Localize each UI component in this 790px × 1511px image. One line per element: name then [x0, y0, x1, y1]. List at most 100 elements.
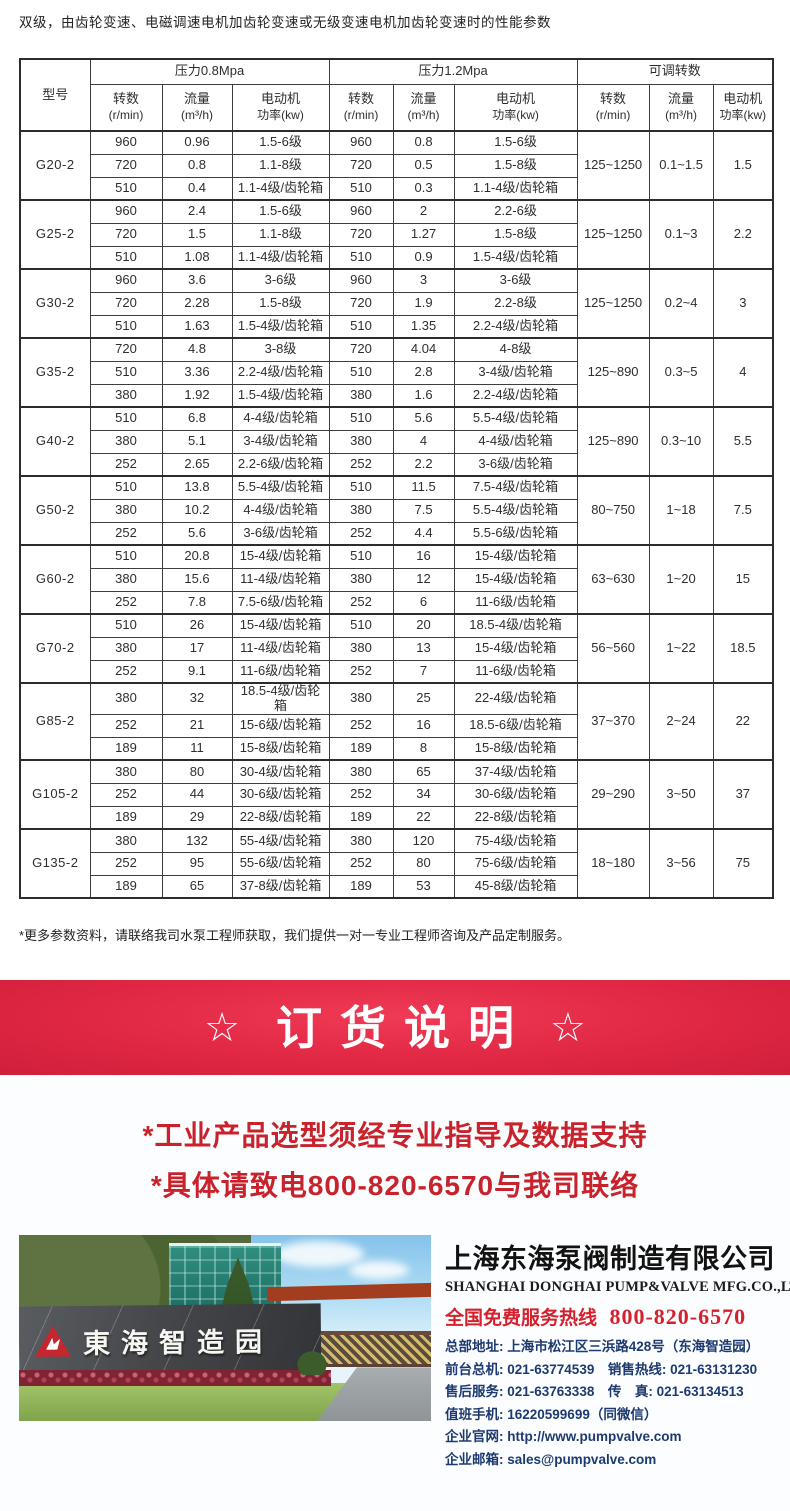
table-cell: 380 — [89, 828, 163, 853]
table-cell: G85-2 — [19, 681, 91, 761]
table-cell: 510 — [89, 613, 163, 638]
col-header-flow: 流量 (m³/h) — [161, 83, 233, 132]
table-cell: 5.5-6级/齿轮箱 — [453, 521, 578, 546]
notice-line: *工业产品选型须经专业指导及数据支持 — [142, 1120, 648, 1152]
table-cell: 7.5-6级/齿轮箱 — [231, 590, 330, 615]
col-header-speed: 转数 (r/min) — [576, 83, 650, 132]
table-cell: 960 — [89, 130, 163, 155]
table-cell: 75 — [712, 828, 774, 899]
table-row: G85-2 380 32 18.5-4级/齿轮箱 380 25 22-4级/齿轮箱 37~37… — [19, 681, 774, 761]
table-cell: 80 — [392, 851, 455, 876]
table-cell: 10.2 — [161, 498, 233, 523]
table-cell: 252 — [328, 590, 394, 615]
table-cell: 4-4级/齿轮箱 — [231, 498, 330, 523]
table-cell: 7.5 — [712, 475, 774, 546]
table-cell: 720 — [89, 291, 163, 316]
table-cell: 37 — [712, 759, 774, 830]
table-cell: 125~1250 — [576, 130, 650, 201]
table-cell: 125~1250 — [576, 199, 650, 270]
table-cell: 252 — [89, 782, 163, 807]
table-cell: 53 — [392, 874, 455, 899]
table-cell: 3-4级/齿轮箱 — [453, 360, 578, 385]
notice-block: *工业产品选型须经专业指导及数据支持 *具体请致电800-820-6570与我司… — [0, 1075, 790, 1211]
table-cell: 7 — [392, 659, 455, 684]
table-cell: 510 — [328, 360, 394, 385]
table-cell: 252 — [328, 452, 394, 477]
table-cell: 5.1 — [161, 429, 233, 454]
contact-line: 总部地址: 上海市松江区三浜路428号（东海智造园） — [445, 1339, 760, 1355]
table-cell: 4-8级 — [453, 337, 578, 362]
table-cell: 1.1-4级/齿轮箱 — [231, 245, 330, 270]
table-cell: 1.92 — [161, 383, 233, 408]
star-icon: ☆ — [550, 1005, 586, 1050]
footnote: *更多参数资料，请联络我司水泵工程师获取，我们提供一对一专业工程师咨询及产品定制… — [19, 928, 571, 944]
table-cell: 18.5 — [712, 613, 774, 684]
table-cell: 13.8 — [161, 475, 233, 500]
table-cell: 960 — [89, 268, 163, 293]
table-cell: 3-6级 — [231, 268, 330, 293]
table-cell: 2.2-4级/齿轮箱 — [453, 383, 578, 408]
table-cell: 22 — [392, 805, 455, 830]
table-cell: G50-2 — [19, 475, 91, 546]
table-cell: 380 — [328, 759, 394, 784]
table-cell: 1~18 — [648, 475, 714, 546]
table-cell: 3.36 — [161, 360, 233, 385]
table-row: 252 95 55-6级/齿轮箱 252 80 75-6级/齿轮箱 — [20, 851, 773, 876]
table-cell: 6.8 — [161, 406, 233, 431]
table-cell: 380 — [89, 498, 163, 523]
table-cell: 0.1~1.5 — [648, 130, 714, 201]
table-cell: 30-6级/齿轮箱 — [231, 782, 330, 807]
table-cell: 22-8级/齿轮箱 — [453, 805, 578, 830]
table-cell: 11-6级/齿轮箱 — [453, 659, 578, 684]
table-cell: 960 — [89, 199, 163, 224]
table-cell: 2~24 — [648, 681, 714, 761]
table-cell: 960 — [328, 268, 394, 293]
table-cell: 15-4级/齿轮箱 — [453, 636, 578, 661]
table-cell: 30-6级/齿轮箱 — [453, 782, 578, 807]
table-cell: 55-6级/齿轮箱 — [231, 851, 330, 876]
table-cell: 11 — [161, 736, 233, 761]
contact-list: 总部地址: 上海市松江区三浜路428号（东海智造园） 前台总机: 021-6377… — [445, 1336, 777, 1471]
table-cell: 510 — [89, 475, 163, 500]
table-cell: 1.5-4级/齿轮箱 — [453, 245, 578, 270]
table-cell: 252 — [89, 851, 163, 876]
table-cell: 720 — [328, 222, 394, 247]
table-cell: 18.5-4级/齿轮箱 — [231, 681, 330, 715]
table-cell: 13 — [392, 636, 455, 661]
table-cell: 3~50 — [648, 759, 714, 830]
col-header-motor: 电动机 功率(kw) — [712, 83, 774, 132]
cloud-shape — [349, 1261, 409, 1280]
table-sub-header-row: 转数 (r/min) 流量 (m³/h) 电动机 功率(kw) 转数 (r/min) 流… — [20, 83, 774, 132]
table-row: G40-2 510 6.8 4-4级/齿轮箱 510 5.6 5.5-4级/齿轮箱 125~8… — [19, 406, 774, 477]
table-row: G30-2 960 3.6 3-6级 960 3 3-6级 125~1250 0.2~4 3 — [19, 268, 774, 339]
table-cell: 55-4级/齿轮箱 — [231, 828, 330, 853]
table-cell: 3-6级/齿轮箱 — [231, 521, 330, 546]
table-cell: 252 — [328, 713, 394, 738]
table-cell: 4.04 — [392, 337, 455, 362]
contact-line: 售后服务: 021-63763338 传 真: 021-63134513 — [445, 1384, 744, 1400]
table-row: G70-2 510 26 15-4级/齿轮箱 510 20 18.5-4级/齿轮箱 56~56… — [19, 613, 774, 684]
table-cell: 3-4级/齿轮箱 — [231, 429, 330, 454]
table-cell: 18.5-6级/齿轮箱 — [453, 713, 578, 738]
table-cell: 5.5 — [712, 406, 774, 477]
table-cell: 510 — [328, 475, 394, 500]
table-cell: 1.1-4级/齿轮箱 — [453, 176, 578, 201]
table-cell: 1.5-8级 — [453, 153, 578, 178]
table-cell: 720 — [328, 291, 394, 316]
table-cell: 12 — [392, 567, 455, 592]
table-cell: 15-4级/齿轮箱 — [453, 544, 578, 569]
table-cell: 1.5-4级/齿轮箱 — [231, 383, 330, 408]
table-row: G35-2 720 4.8 3-8级 720 4.04 4-8级 125~890 0.3~5 4 — [19, 337, 774, 408]
wall-sign-text: 東海智造园 — [82, 1326, 274, 1359]
table-cell: 380 — [89, 636, 163, 661]
table-cell: 510 — [89, 544, 163, 569]
table-cell: 0.1~3 — [648, 199, 714, 270]
table-cell: 18.5-4级/齿轮箱 — [453, 613, 578, 638]
table-cell: 37-4级/齿轮箱 — [453, 759, 578, 784]
table-cell: 5.5-4级/齿轮箱 — [453, 498, 578, 523]
table-cell: G70-2 — [19, 613, 91, 684]
table-cell: 20.8 — [161, 544, 233, 569]
table-cell: 510 — [89, 314, 163, 339]
table-cell: 0.4 — [161, 176, 233, 201]
table-cell: 2.2-4级/齿轮箱 — [231, 360, 330, 385]
